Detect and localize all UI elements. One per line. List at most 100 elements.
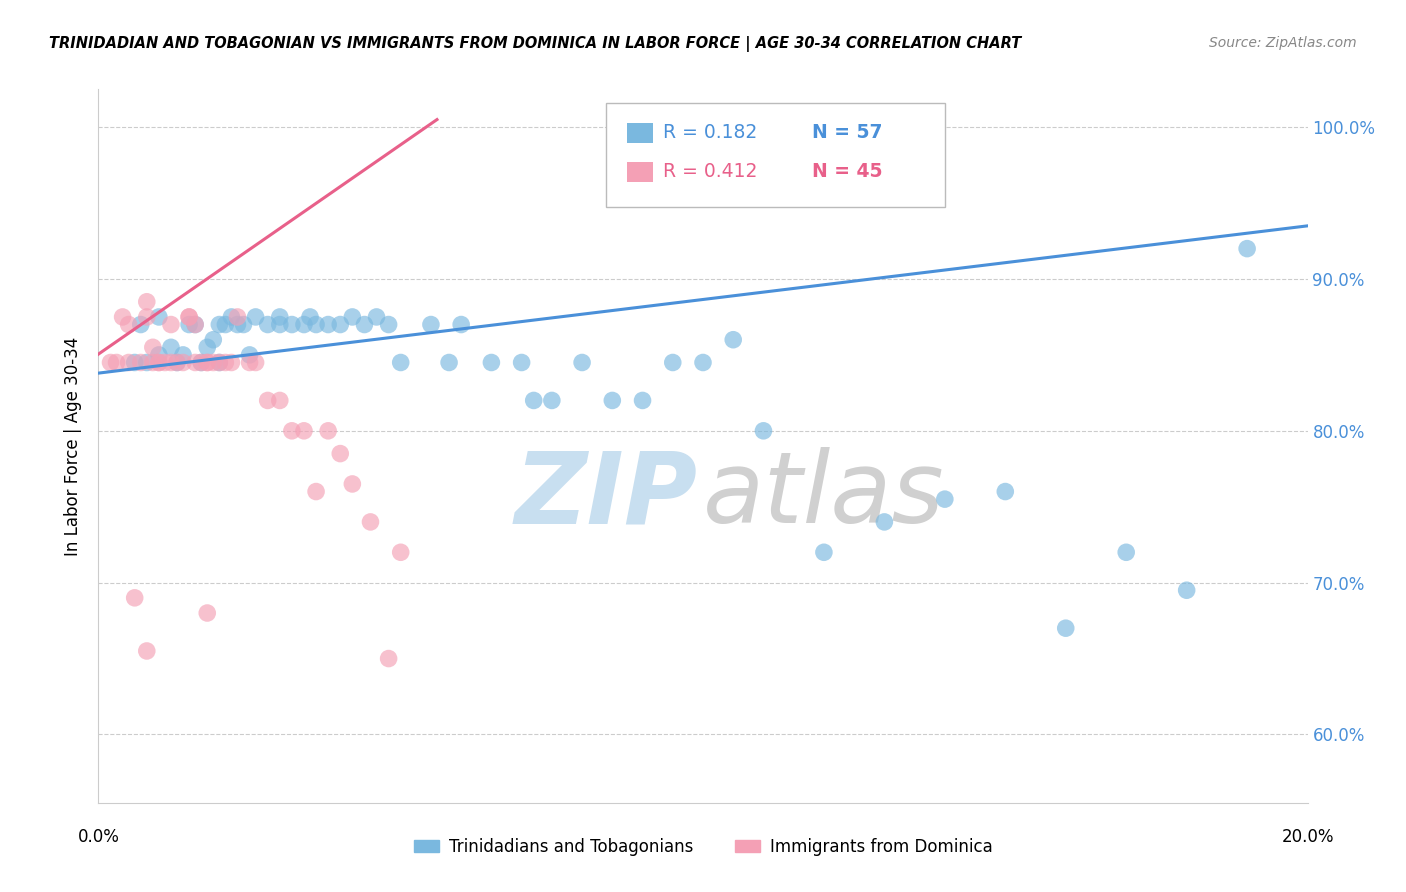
Point [602,393,624,408]
Point [450,318,472,332]
Point [661,355,683,369]
Text: 0.0%: 0.0% [77,828,120,846]
Point [118,318,141,332]
Point [353,318,375,332]
Point [873,515,896,529]
Point [100,355,122,369]
Text: Source: ZipAtlas.com: Source: ZipAtlas.com [1209,36,1357,50]
Point [245,310,267,324]
FancyBboxPatch shape [606,103,945,207]
Point [160,340,183,354]
Point [292,318,315,332]
Point [195,355,218,369]
Point [124,355,146,369]
Text: 20.0%: 20.0% [1281,828,1334,846]
Point [934,492,956,507]
Point [523,393,546,408]
Point [316,424,339,438]
Point [142,355,165,369]
Point [752,424,775,438]
Point [256,318,278,332]
Point [329,447,352,461]
Text: R = 0.412: R = 0.412 [664,162,758,181]
Point [105,355,128,369]
Point [437,355,460,369]
Point [214,318,236,332]
Point [118,355,141,369]
Point [184,318,207,332]
Point [342,477,364,491]
Point [360,515,382,529]
Point [281,318,304,332]
Point [195,606,218,620]
Point [160,318,183,332]
Point [179,318,201,332]
Point [202,355,225,369]
Point [226,318,249,332]
Point [166,355,188,369]
Point [202,333,225,347]
Point [481,355,503,369]
Point [135,294,157,309]
Text: N = 57: N = 57 [811,123,883,142]
Point [256,393,278,408]
Point [571,355,593,369]
Point [269,318,291,332]
Point [208,318,231,332]
Point [316,318,339,332]
Point [195,355,218,369]
Point [221,310,243,324]
Point [135,355,157,369]
Point [135,644,157,658]
Point [510,355,533,369]
Point [148,348,170,362]
Point [208,355,231,369]
Point [172,348,194,362]
Point [214,355,236,369]
Point [281,424,304,438]
Point [239,348,262,362]
Point [179,310,201,324]
Point [153,355,176,369]
Point [166,355,188,369]
Point [226,310,249,324]
Text: atlas: atlas [703,448,945,544]
Point [329,318,352,332]
Point [366,310,388,324]
Text: N = 45: N = 45 [811,162,883,181]
Point [1236,242,1258,256]
Point [813,545,835,559]
Point [723,333,745,347]
Point [142,340,165,354]
Point [299,310,322,324]
Point [239,355,262,369]
Point [1175,583,1198,598]
Point [124,591,146,605]
Point [245,355,267,369]
Point [195,340,218,354]
Text: TRINIDADIAN AND TOBAGONIAN VS IMMIGRANTS FROM DOMINICA IN LABOR FORCE | AGE 30-3: TRINIDADIAN AND TOBAGONIAN VS IMMIGRANTS… [49,36,1022,52]
Point [377,318,399,332]
Point [420,318,443,332]
Point [540,393,562,408]
Point [292,424,315,438]
Point [135,310,157,324]
Text: ZIP: ZIP [515,448,697,544]
Point [148,355,170,369]
FancyBboxPatch shape [627,123,654,143]
FancyBboxPatch shape [627,162,654,182]
Point [377,651,399,665]
Point [221,355,243,369]
Legend: Trinidadians and Tobagonians, Immigrants from Dominica: Trinidadians and Tobagonians, Immigrants… [406,831,1000,863]
Point [389,545,412,559]
Point [172,355,194,369]
Point [305,484,328,499]
Point [190,355,212,369]
Point [184,318,207,332]
Point [1054,621,1077,635]
Text: R = 0.182: R = 0.182 [664,123,758,142]
Point [389,355,412,369]
Point [269,310,291,324]
Point [1115,545,1137,559]
Point [111,310,134,324]
